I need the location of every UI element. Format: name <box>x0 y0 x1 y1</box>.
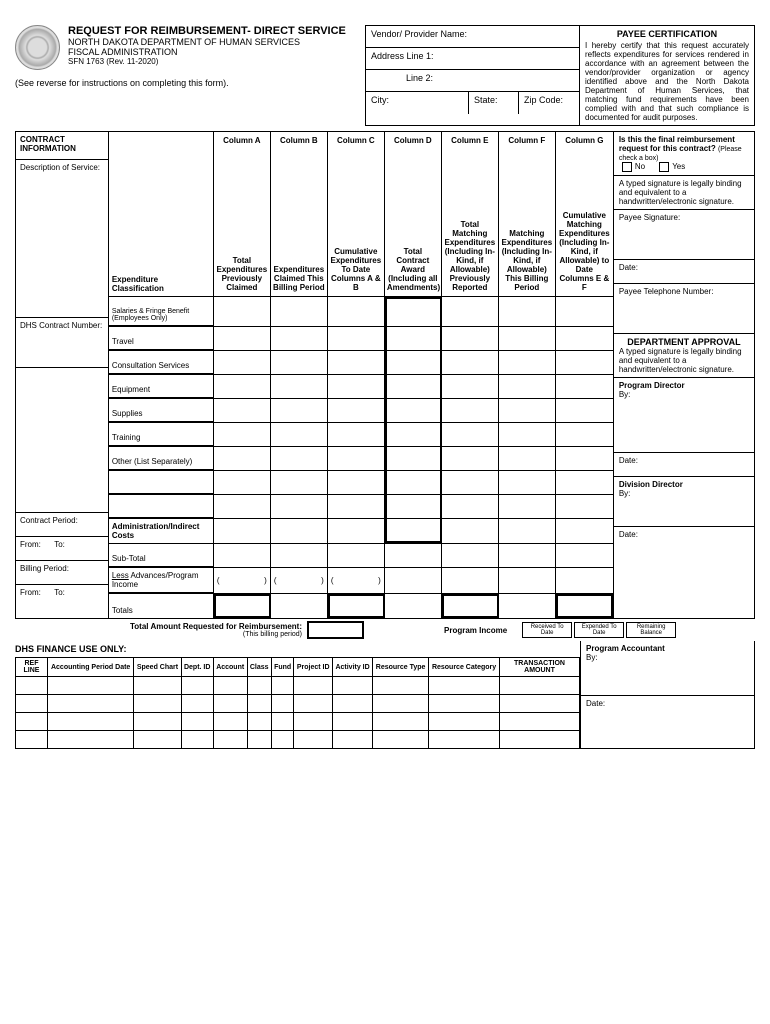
row-subtotal: Sub-Total <box>109 544 214 567</box>
col-c-header: Column CCumulative Expenditures To Date … <box>328 132 385 296</box>
billing-period-label: Billing Period: <box>16 561 108 585</box>
row-consult: Consultation Services <box>109 351 214 374</box>
row-travel: Travel <box>109 327 214 350</box>
program-accountant-block: Program AccountantBy: <box>581 641 754 696</box>
col-g-header: Column GCumulative Matching Expenditures… <box>556 132 613 296</box>
contract-from-to: From: To: <box>16 537 108 561</box>
description-label: Description of Service: <box>16 160 108 318</box>
program-income-label: Program Income <box>444 626 507 635</box>
row-salaries: Salaries & Fringe Benefit (Employees Onl… <box>109 297 214 326</box>
instructions-note: (See reverse for instructions on complet… <box>15 78 365 88</box>
col-b-header: Column BExpenditures Claimed This Billin… <box>271 132 328 296</box>
division-name: FISCAL ADMINISTRATION <box>68 47 365 57</box>
date-label-3: Date: <box>614 527 754 551</box>
city-label: City: <box>371 95 389 105</box>
row-equip: Equipment <box>109 375 214 398</box>
finance-table: REF LINE Accounting Period Date Speed Ch… <box>15 657 580 749</box>
expended-box: Expended To Date <box>574 622 624 638</box>
contract-info-header: CONTRACT INFORMATION <box>16 132 108 160</box>
total-requested-box[interactable] <box>307 621 364 639</box>
vendor-name-label: Vendor/ Provider Name: <box>371 29 467 44</box>
form-title: REQUEST FOR REIMBURSEMENT- DIRECT SERVIC… <box>68 25 365 37</box>
payee-cert-title: PAYEE CERTIFICATION <box>585 29 749 39</box>
finance-use-header: DHS FINANCE USE ONLY: <box>15 644 580 654</box>
date-label-2: Date: <box>614 453 754 477</box>
address1-label: Address Line 1: <box>371 51 434 66</box>
row-less: Less Advances/Program Income <box>109 568 214 593</box>
col-f-header: Column FMatching Expenditures (Including… <box>499 132 556 296</box>
dept-approval-header: DEPARTMENT APPROVAL A typed signature is… <box>614 334 754 378</box>
signature-note-1: A typed signature is legally binding and… <box>614 176 754 210</box>
program-director-block: Program DirectorBy: <box>614 378 754 453</box>
payee-signature-label: Payee Signature: <box>614 210 754 260</box>
row-blank1 <box>109 471 214 494</box>
col-e-header: Column ETotal Matching Expenditures (Inc… <box>442 132 499 296</box>
payee-cert-text: I hereby certify that this request accur… <box>585 41 749 122</box>
row-supplies: Supplies <box>109 399 214 422</box>
blank-area <box>16 368 108 513</box>
col-a-header: Column ATotal Expenditures Previously Cl… <box>214 132 271 296</box>
no-checkbox[interactable] <box>622 162 632 172</box>
state-label: State: <box>474 95 498 105</box>
row-training: Training <box>109 423 214 446</box>
dhs-contract-label: DHS Contract Number: <box>16 318 108 368</box>
yes-checkbox[interactable] <box>659 162 669 172</box>
state-seal <box>15 25 60 70</box>
row-totals: Totals <box>109 594 214 618</box>
zip-label: Zip Code: <box>524 95 563 105</box>
total-requested-label: Total Amount Requested for Reimbursement… <box>130 622 302 638</box>
payee-phone-label: Payee Telephone Number: <box>614 284 754 334</box>
received-box: Received To Date <box>522 622 572 638</box>
row-blank2 <box>109 495 214 518</box>
form-number: SFN 1763 (Rev. 11-2020) <box>68 57 365 66</box>
row-other: Other (List Separately) <box>109 447 214 470</box>
billing-from-to: From: To: <box>16 585 108 609</box>
contract-period-label: Contract Period: <box>16 513 108 537</box>
payee-certification-box: PAYEE CERTIFICATION I hereby certify tha… <box>580 25 755 126</box>
vendor-info-box: Vendor/ Provider Name: Address Line 1: L… <box>365 25 580 126</box>
final-request-question: Is this the final reimbursement request … <box>614 132 754 176</box>
exp-class-header: Expenditure Classification <box>109 132 214 296</box>
col-d-header: Column DTotal Contract Award (Including … <box>385 132 442 296</box>
row-admin: Administration/Indirect Costs <box>109 519 214 543</box>
date-label-1: Date: <box>614 260 754 284</box>
dept-name: NORTH DAKOTA DEPARTMENT OF HUMAN SERVICE… <box>68 37 365 47</box>
date-label-4: Date: <box>581 696 754 738</box>
division-director-block: Division DirectorBy: <box>614 477 754 527</box>
remaining-box: Remaining Balance <box>626 622 676 638</box>
address2-label: Line 2: <box>406 73 433 88</box>
